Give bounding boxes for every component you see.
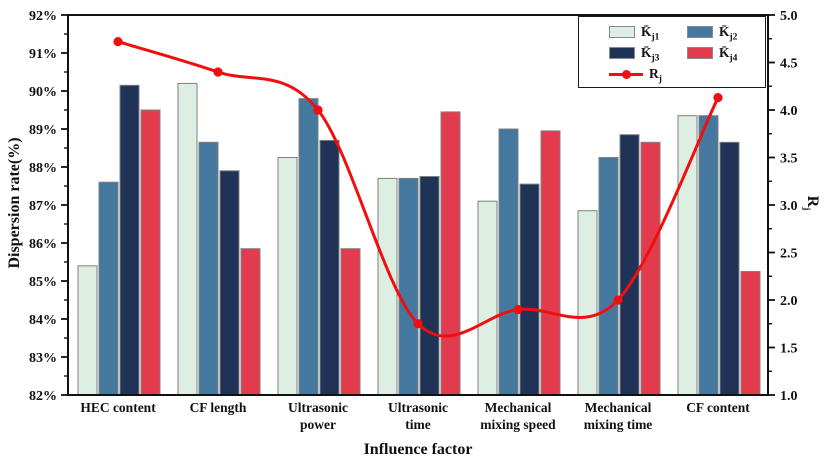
y-right-tick-label: 4.0: [780, 104, 798, 119]
bar-Kj3-5: [519, 183, 540, 396]
rj-marker-5: [513, 304, 523, 315]
x-category-label: CF length: [190, 400, 247, 415]
bar-Kj1-7: [677, 115, 698, 396]
bar-Kj1-6: [577, 210, 598, 396]
bar-Kj3-4: [419, 176, 440, 396]
bar-Kj4-5: [540, 130, 561, 396]
rj-marker-3: [313, 105, 323, 115]
x-category-label: power: [300, 417, 336, 432]
bar-Kj4-7: [740, 271, 761, 396]
bar-Kj2-2: [198, 141, 219, 396]
bar-Kj1-5: [477, 200, 498, 396]
bar-Kj3-1: [119, 84, 140, 396]
legend-label-kj4: K̄: [719, 45, 730, 60]
bar-Kj3-3: [319, 139, 340, 396]
y-left-tick-label: 83%: [29, 351, 57, 366]
x-category-label: Ultrasonic: [388, 400, 448, 415]
bar-Kj3-2: [219, 170, 240, 396]
rj-marker-4: [413, 319, 423, 329]
y-right-tick-label: 4.5: [780, 56, 798, 71]
kj2-swatch-icon: [687, 26, 713, 38]
legend-entry-kj1: K̄j1: [609, 22, 687, 42]
bar-Kj2-4: [398, 177, 419, 396]
bar-Kj4-2: [240, 248, 261, 396]
bar-Kj1-3: [277, 157, 298, 396]
bar-Kj2-7: [698, 115, 719, 396]
bar-Kj1-2: [177, 82, 198, 396]
rj-marker-2: [213, 67, 223, 77]
y-right-tick-label: 1.0: [780, 389, 798, 404]
y-left-tick-label: 87%: [29, 199, 57, 214]
y-left-tick-label: 92%: [29, 9, 57, 24]
legend-entry-kj4: K̄j4: [687, 43, 765, 63]
y-right-tick-label: 3.0: [780, 199, 798, 214]
bar-Kj4-3: [340, 248, 361, 396]
x-category-label: HEC content: [80, 400, 156, 415]
kj1-swatch-icon: [609, 26, 635, 38]
bar-Kj2-1: [98, 181, 119, 396]
x-category-label: CF content: [686, 400, 750, 415]
y-left-tick-label: 86%: [29, 237, 57, 252]
kj4-swatch-icon: [687, 47, 713, 59]
x-category-label: Mechanical: [585, 400, 652, 415]
rj-line-marker-icon: [609, 68, 643, 80]
rj-marker-1: [113, 37, 123, 47]
legend-label-kj1: K̄: [641, 24, 652, 39]
x-category-label: Mechanical: [485, 400, 552, 415]
legend-label-kj3: K̄: [641, 45, 652, 60]
x-category-label: Ultrasonic: [288, 400, 348, 415]
bar-Kj2-6: [598, 157, 619, 396]
y-left-tick-label: 88%: [29, 161, 57, 176]
legend-entry-kj2: K̄j2: [687, 22, 765, 42]
legend-entry-rj: Rj: [609, 64, 687, 84]
y-right-tick-label: 2.5: [780, 246, 798, 261]
bar-Kj2-5: [498, 128, 519, 396]
bar-Kj2-3: [298, 98, 319, 396]
bar-Kj4-6: [640, 141, 661, 396]
bar-Kj4-4: [440, 111, 461, 396]
y-left-tick-label: 89%: [29, 123, 57, 138]
bar-Kj3-6: [619, 134, 640, 396]
x-category-label: mixing speed: [480, 417, 556, 432]
x-category-label: time: [405, 417, 430, 432]
y-left-tick-label: 82%: [29, 389, 57, 404]
legend-entry-kj3: K̄j3: [609, 43, 687, 63]
y-left-tick-label: 85%: [29, 275, 57, 290]
x-category-label: mixing time: [584, 417, 653, 432]
legend-label-kj2: K̄: [719, 24, 730, 39]
bar-Kj1-1: [77, 265, 98, 396]
kj3-swatch-icon: [609, 47, 635, 59]
rj-marker-6: [613, 295, 623, 305]
y-right-tick-label: 5.0: [780, 9, 798, 24]
y-left-tick-label: 90%: [29, 85, 57, 100]
legend-label-rj: R: [649, 66, 659, 81]
y-right-tick-label: 2.0: [780, 294, 798, 309]
y-left-tick-label: 84%: [29, 313, 57, 328]
rj-marker-7: [713, 93, 723, 103]
bar-Kj3-7: [719, 141, 740, 396]
bar-Kj4-1: [140, 109, 161, 396]
y-right-tick-label: 1.5: [780, 341, 798, 356]
y-left-tick-label: 91%: [29, 47, 57, 62]
legend-box: K̄j1 K̄j2 K̄j3 K̄j4 Rj: [578, 16, 766, 88]
y-right-tick-label: 3.5: [780, 151, 798, 166]
